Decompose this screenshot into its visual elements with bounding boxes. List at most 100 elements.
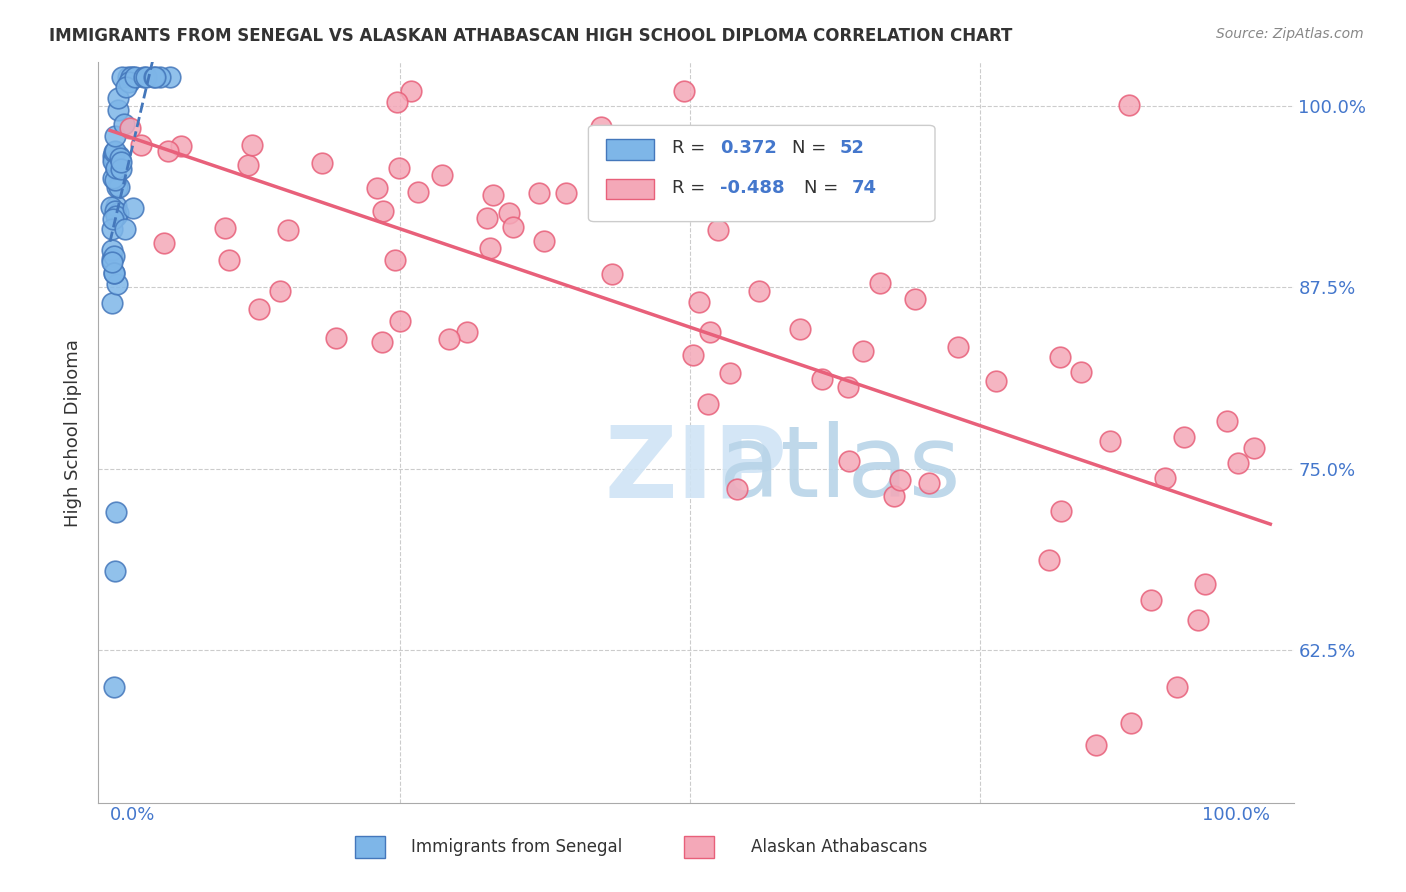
Point [247, 301, 270, 316]
Point [153, 236, 176, 251]
Point [107, 206, 129, 220]
Point [115, 80, 138, 95]
Point [600, 267, 623, 281]
Point [554, 186, 576, 200]
Point [101, 171, 124, 186]
Point [105, 199, 128, 213]
Text: Source: ZipAtlas.com: Source: ZipAtlas.com [1216, 27, 1364, 41]
Point [143, 70, 166, 84]
Point [107, 103, 129, 117]
Point [1173, 430, 1195, 444]
Bar [685, 836, 714, 858]
Point [110, 162, 132, 177]
Point [104, 204, 127, 219]
Point [1166, 680, 1188, 694]
Point [135, 70, 157, 84]
Point [101, 252, 124, 266]
Point [105, 179, 128, 194]
Point [103, 266, 125, 280]
Point [1187, 613, 1209, 627]
Point [591, 120, 613, 134]
Point [699, 325, 721, 339]
Point [170, 138, 193, 153]
Point [100, 244, 122, 258]
Point [688, 294, 710, 309]
Point [103, 250, 125, 264]
Point [325, 331, 347, 345]
Point [157, 145, 180, 159]
Point [918, 476, 941, 491]
Bar [606, 139, 654, 161]
Point [789, 322, 811, 336]
Point [118, 121, 141, 136]
Text: IMMIGRANTS FROM SENEGAL VS ALASKAN ATHABASCAN HIGH SCHOOL DIPLOMA CORRELATION CH: IMMIGRANTS FROM SENEGAL VS ALASKAN ATHAB… [49, 27, 1012, 45]
Point [105, 209, 128, 223]
Point [124, 70, 146, 84]
Point [101, 222, 124, 236]
Text: R =: R = [672, 178, 711, 196]
Point [697, 397, 720, 411]
Point [1154, 471, 1177, 485]
Point [883, 489, 905, 503]
Point [384, 252, 406, 267]
Bar [356, 836, 385, 858]
Text: N =: N = [804, 178, 844, 196]
Point [986, 374, 1008, 388]
Point [145, 70, 167, 84]
Point [104, 144, 127, 158]
Point [1049, 350, 1071, 364]
Point [132, 70, 155, 84]
Text: R =: R = [672, 139, 711, 157]
Point [311, 156, 333, 170]
Y-axis label: High School Diploma: High School Diploma [65, 339, 83, 526]
Point [105, 277, 128, 291]
Text: Alaskan Athabascans: Alaskan Athabascans [751, 838, 928, 856]
Point [277, 223, 299, 237]
Point [112, 117, 135, 131]
Point [437, 333, 460, 347]
Point [502, 220, 524, 235]
Text: 0.0%: 0.0% [110, 805, 156, 823]
Point [101, 211, 124, 226]
Point [104, 173, 127, 187]
Point [838, 453, 860, 467]
Text: -0.488: -0.488 [720, 178, 785, 196]
Point [101, 154, 124, 169]
Point [430, 168, 453, 182]
Point [388, 314, 411, 328]
Point [118, 74, 141, 88]
Point [1216, 414, 1239, 428]
Point [104, 161, 127, 175]
Text: atlas: atlas [718, 421, 960, 518]
Point [121, 70, 143, 84]
Text: 52: 52 [839, 139, 865, 157]
Point [236, 158, 259, 172]
Text: ZIP: ZIP [605, 421, 787, 518]
Point [108, 151, 131, 165]
Point [682, 348, 704, 362]
Point [214, 220, 236, 235]
Point [1085, 738, 1108, 752]
Point [1118, 98, 1140, 112]
Point [498, 205, 520, 219]
Point [1050, 504, 1073, 518]
Point [104, 506, 127, 520]
Point [103, 266, 125, 280]
Point [837, 380, 859, 394]
Point [406, 185, 429, 199]
Text: 74: 74 [852, 178, 876, 196]
Point [533, 234, 555, 248]
Point [1070, 366, 1092, 380]
Point [852, 344, 875, 359]
Point [107, 91, 129, 105]
Point [117, 70, 139, 84]
Point [748, 284, 770, 298]
Text: 100.0%: 100.0% [1202, 805, 1270, 823]
Point [373, 204, 395, 219]
Point [269, 284, 291, 298]
Point [889, 473, 911, 487]
Bar [606, 178, 654, 200]
Point [869, 276, 891, 290]
Point [385, 95, 408, 109]
Point [672, 85, 695, 99]
